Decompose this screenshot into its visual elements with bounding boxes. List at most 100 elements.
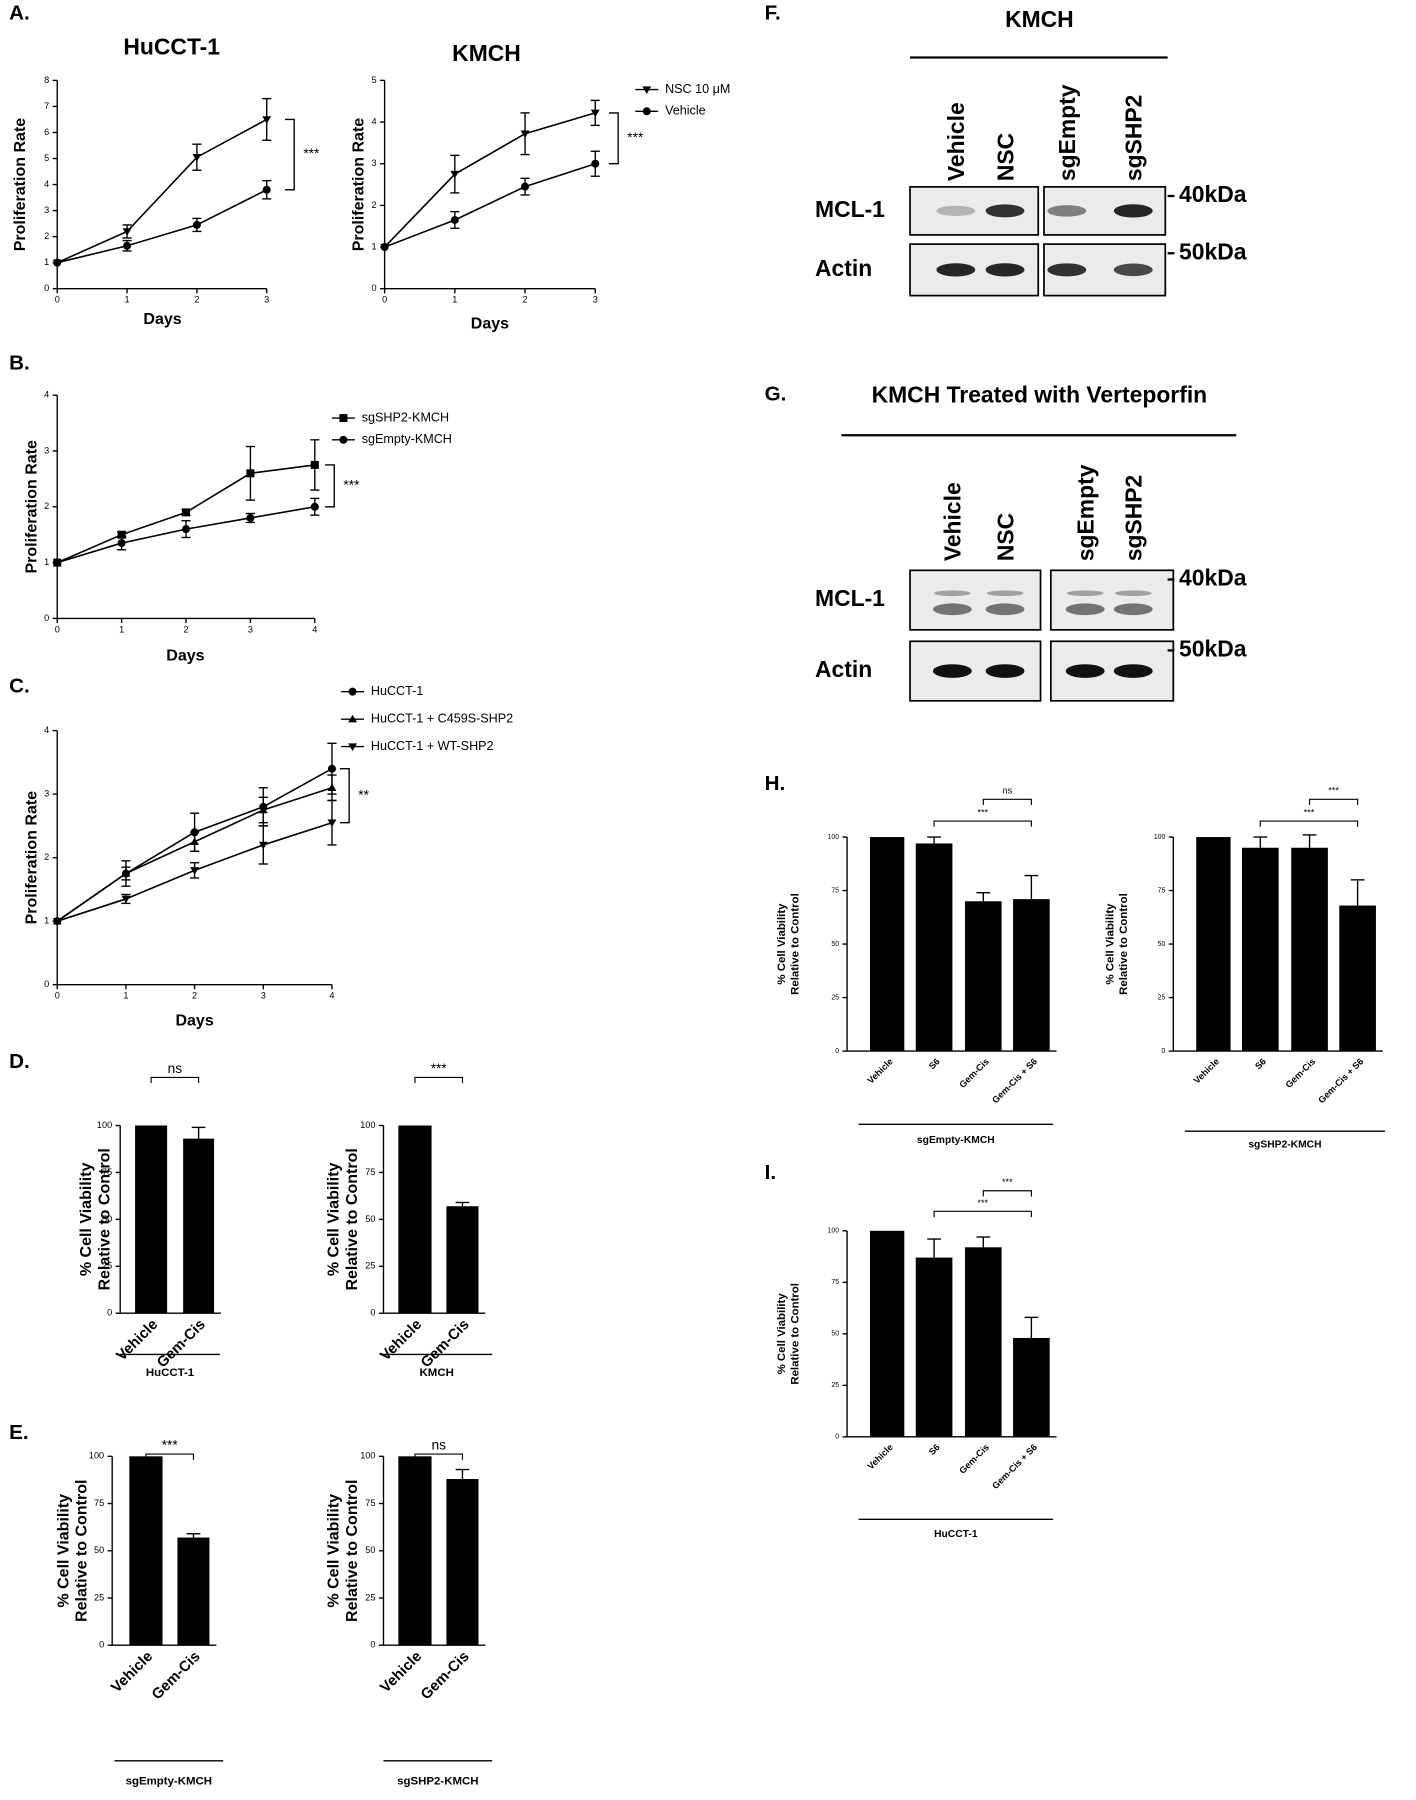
y-tick-label: 3 [44, 789, 49, 799]
comparison-label: *** [431, 1061, 448, 1076]
lane-label: NSC [992, 513, 1018, 561]
y-axis-label: Relative to Control [343, 1148, 361, 1290]
y-tick-label: 2 [44, 231, 49, 241]
row-label: MCL-1 [815, 585, 885, 611]
y-axis-label: Proliferation Rate [22, 791, 40, 925]
comparison-bracket [982, 1190, 1032, 1197]
y-tick-label: 50 [831, 1331, 839, 1338]
legend-label: HuCCT-1 [371, 684, 423, 698]
y-tick-label: 4 [372, 116, 377, 126]
x-tick-label: 2 [522, 295, 527, 305]
x-tick-label: Vehicle [378, 1317, 426, 1365]
y-tick-label: 75 [94, 1498, 104, 1508]
x-tick-label: Vehicle [378, 1649, 426, 1697]
y-tick-label: 3 [372, 158, 377, 168]
band [1113, 263, 1153, 277]
y-tick-label: 25 [365, 1261, 375, 1271]
y-tick-label: 0 [370, 1640, 375, 1650]
legend-label: sgSHP2-KMCH [362, 410, 449, 424]
comparison-label: *** [977, 807, 988, 817]
band [985, 263, 1025, 277]
y-tick-label: 25 [831, 1382, 839, 1389]
x-axis-label: Days [143, 310, 181, 328]
lane-label: Vehicle [940, 482, 966, 561]
y-tick-label: 75 [1158, 887, 1166, 894]
x-tick-label: 0 [55, 624, 60, 634]
series-line [56, 118, 268, 264]
x-tick-label: S6 [1253, 1056, 1268, 1071]
row-label: Actin [815, 255, 872, 281]
marker [53, 558, 62, 567]
band [985, 204, 1025, 218]
y-tick-label: 2 [44, 501, 49, 511]
y-tick-label: 8 [44, 75, 49, 85]
x-tick-label: 4 [312, 624, 317, 634]
y-axis-label: Relative to Control [790, 1283, 802, 1385]
row-label: Actin [815, 656, 872, 682]
y-axis-label: % Cell Viability [324, 1494, 342, 1608]
y-tick-label: 4 [44, 390, 49, 400]
panel-label: E. [9, 1421, 28, 1444]
error-bar [1024, 874, 1039, 900]
bar [1291, 847, 1328, 1052]
band [1113, 603, 1153, 616]
significance-label: *** [303, 146, 320, 161]
x-tick-label: Gem-Cis [418, 1649, 473, 1704]
y-tick-label: 0 [107, 1308, 112, 1318]
legend-label: HuCCT-1 + C459S-SHP2 [371, 711, 513, 725]
significance-bracket [285, 118, 295, 191]
x-tick-label: Gem-Cis [957, 1442, 991, 1476]
marker [642, 107, 651, 116]
error-bar [455, 1201, 470, 1207]
comparison-label: *** [977, 1198, 988, 1208]
y-axis-label: Relative to Control [1118, 893, 1130, 995]
y-tick-label: 1 [372, 241, 377, 251]
x-tick-label: 2 [194, 295, 199, 305]
comparison-label: ns [1003, 786, 1013, 796]
significance-bracket [325, 464, 335, 508]
x-tick-label: S6 [927, 1056, 942, 1071]
marker [262, 116, 272, 124]
marker [521, 182, 530, 191]
bar [1196, 837, 1231, 1052]
blot-box [909, 569, 1042, 631]
x-tick-label: 0 [55, 991, 60, 1001]
y-tick-label: 0 [835, 1048, 839, 1055]
y-tick-label: 25 [102, 1261, 112, 1271]
marker [450, 170, 460, 179]
x-tick-label: 1 [125, 295, 130, 305]
y-tick-label: 1 [44, 557, 49, 567]
y-axis-label: % Cell Viability [77, 1162, 95, 1276]
panel-label: C. [9, 675, 30, 698]
bar [398, 1456, 432, 1646]
series-line [384, 112, 596, 248]
marker [192, 154, 202, 162]
error-bar [1024, 1316, 1039, 1338]
y-axis-label: Proliferation Rate [22, 440, 40, 574]
comparison-bracket [150, 1076, 200, 1084]
x-tick-label: 1 [123, 991, 128, 1001]
x-tick-label: Vehicle [114, 1317, 162, 1365]
comparison-label: *** [1304, 807, 1315, 817]
error-bar [1302, 834, 1317, 848]
y-tick-label: 75 [102, 1167, 112, 1177]
panel-label: D. [9, 1050, 30, 1073]
bar [869, 837, 905, 1052]
series-line [56, 786, 333, 922]
y-axis-label: % Cell Viability [776, 903, 788, 985]
marker [450, 215, 459, 224]
marker [190, 867, 200, 875]
lane-label: sgEmpty [1073, 464, 1099, 561]
band [936, 205, 976, 217]
x-tick-label: 3 [261, 991, 266, 1001]
bar [869, 1230, 905, 1437]
band [1065, 664, 1105, 678]
y-axis-label: % Cell Viability [54, 1494, 72, 1608]
marker [190, 837, 200, 845]
lane-label: sgSHP2 [1121, 95, 1147, 181]
marker [246, 469, 255, 478]
marker [117, 530, 126, 539]
marker [121, 895, 131, 904]
y-tick-label: 3 [44, 205, 49, 215]
y-tick-label: 50 [365, 1545, 375, 1555]
